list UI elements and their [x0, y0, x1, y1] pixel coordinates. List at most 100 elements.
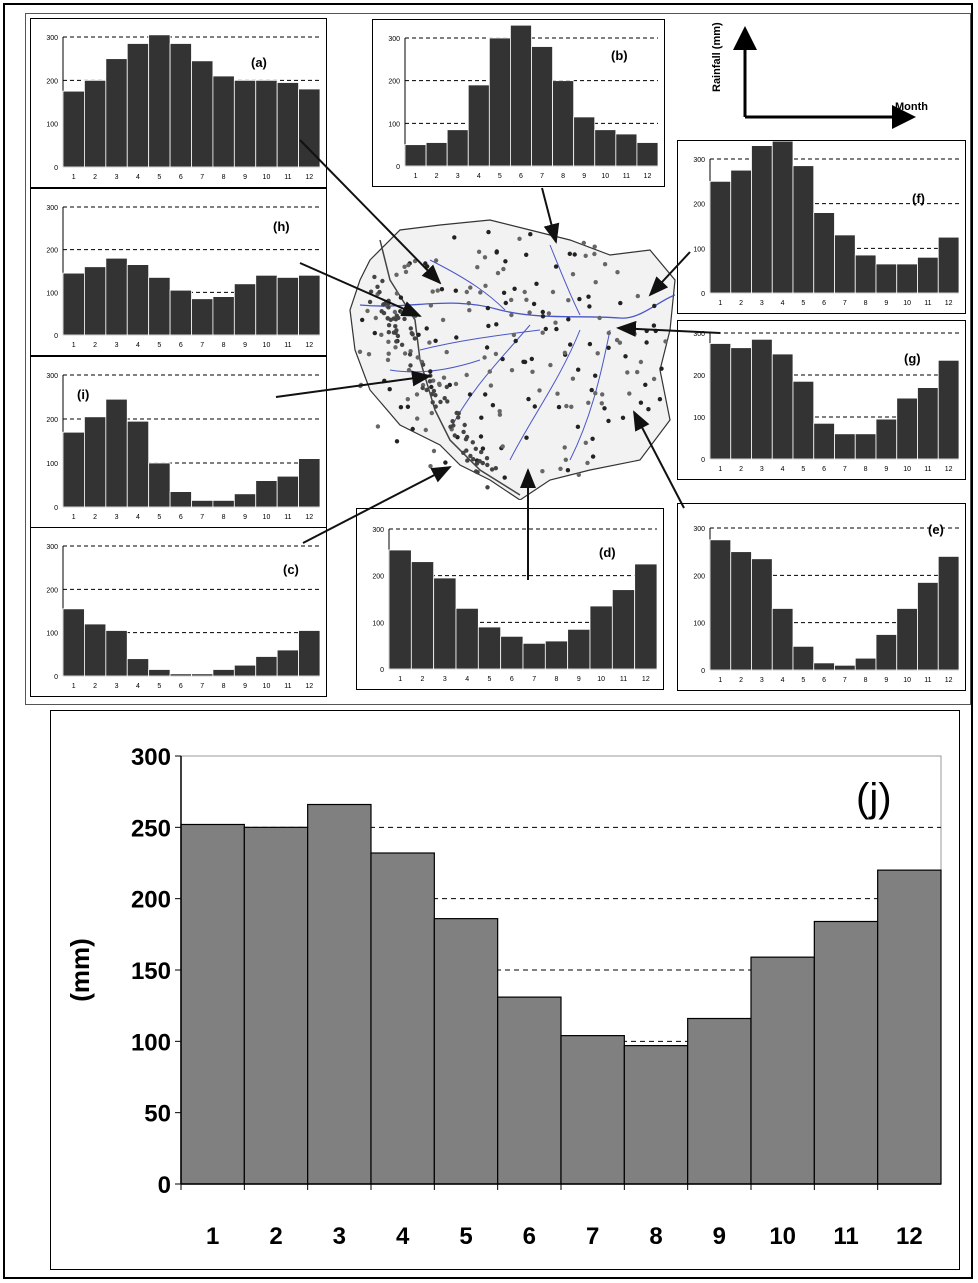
chart-a-ytick-label: 300 [46, 35, 58, 42]
chart-g-bar [751, 338, 773, 460]
station-dot [461, 429, 466, 435]
chart-i-xtick-label: 7 [200, 514, 204, 521]
chart-j-ytick-label: 250 [131, 815, 171, 842]
chart-h-xtick-label: 11 [284, 342, 291, 349]
chart-i-bar [126, 420, 150, 508]
station-dot [380, 278, 385, 284]
chart-c-xtick-label: 2 [93, 683, 97, 690]
chart-i-bar [148, 462, 171, 508]
chart-c-bar [148, 669, 171, 677]
station-dot [408, 326, 413, 331]
chart-c-title: (c) [283, 562, 299, 577]
chart-h-xtick-label: 4 [136, 342, 140, 349]
station-dot [548, 362, 553, 368]
mini-chart-b: 0 100 200 300 1 2 3 4 5 6 7 8 9 10 11 12 (b) [372, 19, 665, 187]
chart-h-bar [255, 274, 278, 336]
station-dot [478, 290, 483, 295]
station-dot [543, 326, 548, 332]
station-dot [484, 345, 490, 350]
station-dot [386, 339, 391, 344]
station-dot [456, 415, 461, 420]
chart-e-xtick-label: 12 [945, 677, 953, 684]
chart-c-xtick-label: 11 [284, 683, 291, 690]
chart-h-xtick-label: 9 [243, 342, 247, 349]
station-dot [466, 301, 471, 306]
chart-e-bar [813, 662, 835, 671]
chart-b-bar [404, 144, 427, 167]
axis-key: Rainfall (mm) Month [711, 22, 928, 129]
chart-g-xtick-label: 10 [903, 466, 911, 473]
chart-d-bar [589, 605, 613, 670]
station-dot [433, 338, 438, 343]
chart-i-bar [233, 493, 257, 508]
station-dot [509, 297, 514, 303]
station-dot [587, 341, 593, 347]
chart-i-bar [298, 458, 321, 508]
station-dot [453, 288, 458, 293]
chart-b-ytick-label: 200 [388, 79, 400, 86]
chart-a-bar [276, 82, 299, 168]
station-dot [587, 304, 592, 309]
chart-g-xtick-label: 9 [884, 466, 888, 473]
station-dot [386, 330, 391, 335]
station-dot [394, 272, 399, 277]
station-dot [522, 359, 528, 365]
station-dot [663, 339, 668, 344]
station-dot [485, 305, 491, 311]
chart-a-ytick-label: 200 [46, 78, 58, 85]
chart-a-xtick-label: 7 [200, 174, 204, 181]
chart-f-bar [896, 263, 918, 294]
chart-c-bar [255, 656, 278, 677]
station-dot [433, 393, 438, 398]
station-dot [532, 404, 537, 409]
chart-b-title: (b) [611, 48, 628, 63]
chart-i-bar [255, 480, 278, 508]
station-dot [468, 453, 473, 459]
station-dot [635, 369, 640, 375]
chart-e-xtick-label: 1 [718, 677, 722, 684]
chart-h-xtick-label: 2 [93, 342, 97, 349]
station-dot [402, 316, 407, 322]
chart-d-ytick-label: 0 [380, 667, 384, 674]
station-dot [517, 236, 522, 241]
station-dot [464, 289, 469, 295]
chart-j-bar [180, 823, 245, 1185]
station-dot [454, 335, 459, 340]
station-dot [444, 384, 449, 390]
chart-g-ytick-label: 200 [693, 373, 705, 380]
chart-j-ytick-label: 300 [131, 744, 171, 771]
chart-h-ytick-label: 0 [54, 333, 58, 340]
chart-b-bar [636, 142, 659, 167]
chart-c-xtick-label: 10 [263, 683, 271, 690]
chart-j-xtick-label: 11 [833, 1223, 858, 1250]
chart-i-xtick-label: 11 [284, 514, 291, 521]
chart-h-xtick-label: 3 [115, 342, 119, 349]
station-dot [592, 251, 597, 257]
chart-i-ytick-label: 300 [46, 373, 58, 380]
mini-chart-a: 0 100 200 300 1 2 3 4 5 6 7 8 9 10 11 12 (a) [30, 18, 327, 188]
station-dot [487, 369, 492, 374]
station-dot [453, 381, 459, 387]
station-dot [437, 382, 442, 388]
chart-j-ytick-label: 150 [131, 958, 171, 985]
station-dot [358, 382, 364, 388]
chart-h-bar [84, 266, 107, 336]
chart-d-xtick-label: 11 [620, 676, 627, 683]
station-dot [599, 401, 604, 406]
station-dot [590, 436, 595, 441]
station-dot [467, 392, 473, 397]
chart-i-bar [212, 499, 235, 508]
station-dot [365, 308, 370, 314]
chart-g-bar [896, 397, 918, 460]
station-dot [480, 460, 485, 466]
chart-h-bar [169, 289, 192, 336]
station-dot [470, 440, 475, 445]
station-dot [479, 449, 484, 455]
station-dot [451, 423, 456, 428]
chart-c-xtick-label: 7 [200, 683, 204, 690]
station-dot [500, 444, 505, 449]
station-dot [581, 240, 586, 246]
chart-f-xtick-label: 12 [945, 300, 953, 307]
station-dot [414, 392, 420, 397]
chart-e-bar [937, 556, 960, 671]
